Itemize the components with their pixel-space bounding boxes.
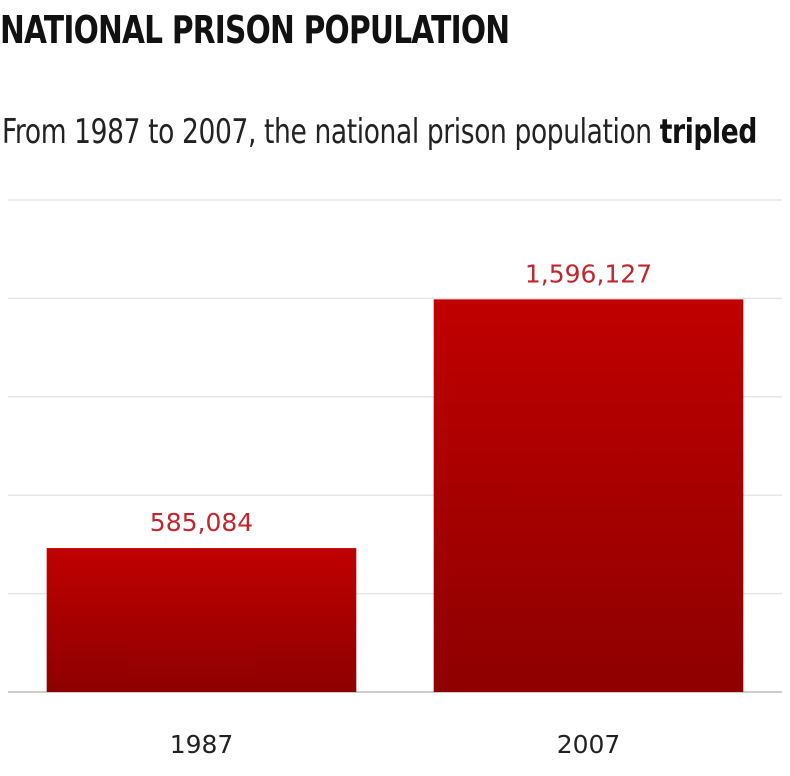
x-tick-1987: 1987 <box>170 730 234 759</box>
chart-subtitle: From 1987 to 2007, the national prison p… <box>2 112 757 152</box>
value-label-1987: 585,084 <box>150 508 253 537</box>
bars <box>46 299 744 692</box>
value-labels: 585,084 1,596,127 <box>150 259 652 537</box>
value-label-2007: 1,596,127 <box>525 259 652 288</box>
subtitle-text: From 1987 to 2007, the national prison p… <box>2 112 660 152</box>
bar-1987 <box>46 548 357 692</box>
x-tick-2007: 2007 <box>557 730 621 759</box>
bar-2007 <box>433 299 744 692</box>
chart-title: NATIONAL PRISON POPULATION <box>0 8 510 52</box>
x-tick-labels: 1987 2007 <box>170 730 621 759</box>
subtitle-emphasis: tripled <box>659 112 758 152</box>
